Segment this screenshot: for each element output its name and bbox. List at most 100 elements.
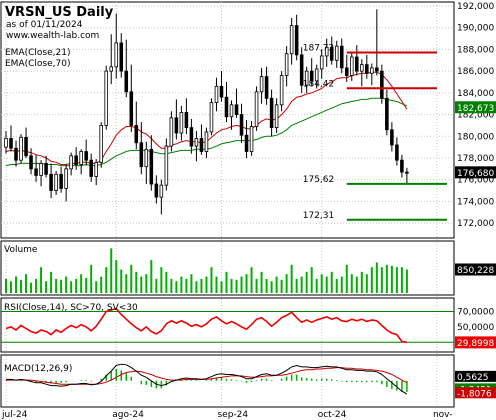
volume-bar [30, 282, 33, 293]
volume-bar [20, 279, 23, 293]
candle [309, 58, 314, 87]
candle [144, 141, 149, 185]
volume-bar [10, 281, 13, 293]
candle [139, 122, 144, 175]
candle [174, 99, 179, 140]
candle-down-body [154, 183, 159, 198]
volume-bar [405, 269, 408, 293]
candle [349, 51, 354, 81]
candle [114, 13, 119, 79]
volume-bar [45, 281, 48, 293]
volume-bar [140, 276, 143, 293]
candle [360, 59, 364, 87]
candle-down-body [189, 127, 194, 147]
candle-down-body [29, 155, 33, 170]
candle [44, 155, 48, 178]
candle-down-body [134, 125, 139, 144]
candle [89, 153, 93, 182]
candle [249, 121, 254, 156]
candle-down-body [309, 70, 314, 82]
price-tag-label: 182,673 [457, 104, 494, 114]
volume-bar [180, 276, 183, 293]
candle-up-body [204, 131, 209, 152]
price-panel [0, 1, 455, 239]
volume-tag: 850,228 [455, 263, 496, 276]
candle [159, 179, 164, 215]
candle [370, 63, 374, 86]
candle [104, 65, 109, 130]
candle-down-body [339, 45, 344, 69]
price-tag-box [455, 166, 496, 179]
volume-bar [145, 274, 148, 293]
level-label: 187,72 [303, 43, 335, 53]
volume-bar [275, 276, 278, 293]
candle [224, 82, 229, 123]
candle [395, 137, 399, 166]
candle [294, 14, 299, 61]
candle [39, 160, 43, 187]
volume-bar [75, 278, 78, 293]
candle [269, 89, 274, 137]
volume-bar [170, 278, 173, 293]
candle-down-body [355, 56, 359, 72]
volume-bar [190, 274, 193, 293]
candle-up-body [274, 104, 279, 129]
candle-up-body [284, 53, 289, 76]
candle-up-body [159, 184, 164, 198]
price-tags: 182,673 176,680 [455, 101, 496, 179]
candle [134, 101, 139, 150]
price-tick-label: 178,000 [457, 154, 494, 164]
volume-bar [115, 260, 118, 293]
volume-bar [205, 276, 208, 293]
volume-bar [155, 278, 158, 293]
candle-down-body [329, 46, 334, 61]
volume-bar [345, 264, 348, 293]
volume-bar [235, 279, 238, 293]
volume-bar [50, 271, 53, 293]
volume-bar [240, 276, 243, 293]
candle [375, 9, 379, 76]
candle-up-body [94, 161, 98, 177]
candle-down-body [74, 155, 78, 165]
candle-down-body [139, 142, 144, 168]
candle-up-body [214, 85, 219, 104]
macd-tag-box [455, 370, 496, 382]
candle-up-body [360, 64, 364, 72]
volume-bar [335, 278, 338, 293]
candle [289, 17, 294, 65]
candle-up-body [109, 66, 114, 72]
candle-down-body [184, 112, 189, 129]
volume-bar [90, 264, 93, 293]
volume-bar [280, 279, 283, 293]
candle [124, 39, 129, 98]
candle-down-body [34, 168, 38, 176]
ema21-legend: EMA(Close,21) [5, 48, 70, 58]
candle [64, 164, 68, 202]
candle [99, 122, 103, 168]
candle-up-body [254, 91, 259, 127]
candle-up-body [324, 46, 329, 57]
volume-bar [350, 274, 353, 293]
rsi-panel [0, 297, 455, 353]
volume-bar [130, 264, 133, 293]
rsi-axis: 70,0000 50,0000 29,8998 [455, 308, 496, 349]
volume-bar [245, 274, 248, 293]
macd-tags: 0,5625-1,2451-1,8076 [455, 370, 496, 399]
rsi-tick-label: 50,0000 [457, 323, 494, 333]
candle [219, 71, 224, 102]
volume-bar [65, 276, 68, 293]
volume-bar [370, 267, 373, 293]
price-tag-box [455, 101, 496, 114]
site-watermark: www.wealth-lab.com [6, 31, 99, 41]
candle [14, 140, 18, 167]
candle [34, 154, 38, 182]
rsi-tick-label: 70,0000 [457, 308, 494, 318]
candle [189, 118, 194, 154]
candle [304, 66, 309, 93]
candle-down-body [365, 64, 369, 74]
candle-up-body [209, 102, 214, 133]
candle [129, 64, 134, 132]
level-label: 184,42 [303, 79, 335, 89]
volume-bar [230, 278, 233, 293]
candle-down-body [234, 104, 239, 115]
